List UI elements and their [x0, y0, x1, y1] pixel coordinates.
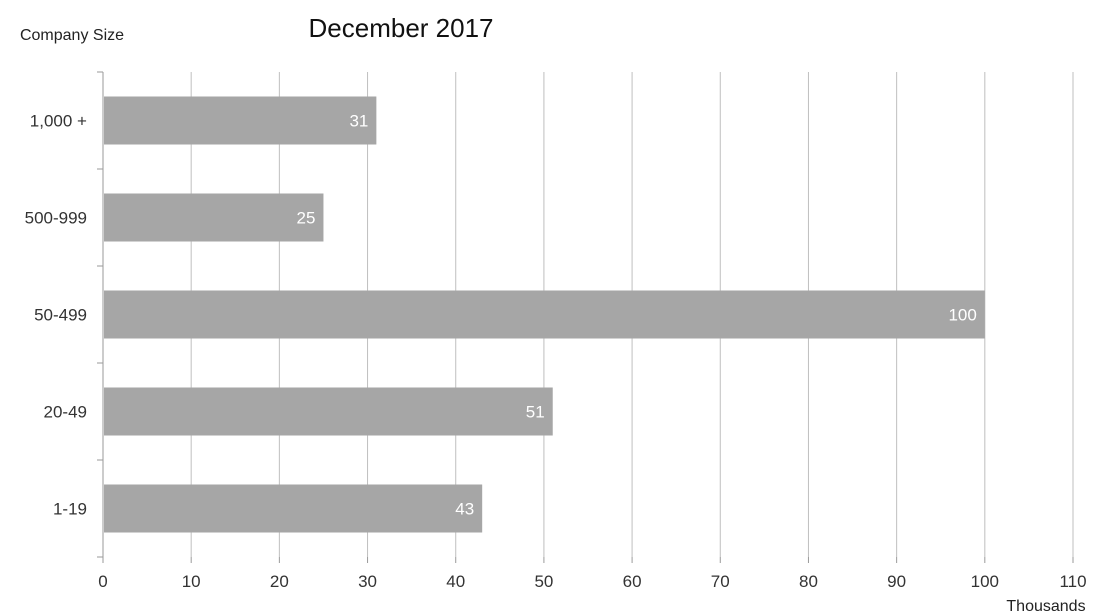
data-label-3: 51: [526, 403, 545, 422]
y-category-label-4: 1-19: [53, 500, 87, 519]
x-tick-label-40: 40: [446, 572, 465, 591]
x-tick-label-60: 60: [623, 572, 642, 591]
axes: [97, 71, 1074, 563]
y-category-label-3: 20-49: [44, 403, 87, 422]
x-tick-label-80: 80: [799, 572, 818, 591]
x-tick-label-100: 100: [971, 572, 999, 591]
x-tick-label-10: 10: [182, 572, 201, 591]
data-label-0: 31: [349, 112, 368, 131]
data-label-1: 25: [297, 209, 316, 228]
y-category-label-0: 1,000 +: [30, 112, 87, 131]
chart-title: December 2017: [309, 13, 494, 43]
x-tick-label-110: 110: [1059, 572, 1086, 591]
x-tick-label-20: 20: [270, 572, 289, 591]
data-label-4: 43: [455, 500, 474, 519]
bars: [104, 96, 985, 533]
labels: 0 10 20 30 40 50 60 70 80 90 100 110 1,000 + 31 500-99…: [25, 112, 1087, 592]
bar-3: [104, 387, 553, 436]
x-tick-label-30: 30: [358, 572, 377, 591]
x-tick-label-50: 50: [534, 572, 553, 591]
y-axis-title: Company Size: [20, 27, 124, 44]
y-category-label-2: 50-499: [34, 306, 87, 325]
bar-4: [104, 484, 483, 533]
x-tick-label-90: 90: [887, 572, 906, 591]
x-tick-label-0: 0: [98, 572, 107, 591]
bar-2: [104, 290, 985, 339]
x-axis-title: Thousands: [1006, 598, 1085, 613]
bar-1: [104, 193, 324, 242]
bar-0: [104, 96, 377, 145]
x-tick-label-70: 70: [711, 572, 730, 591]
data-label-2: 100: [948, 306, 976, 325]
y-category-label-1: 500-999: [25, 209, 87, 228]
